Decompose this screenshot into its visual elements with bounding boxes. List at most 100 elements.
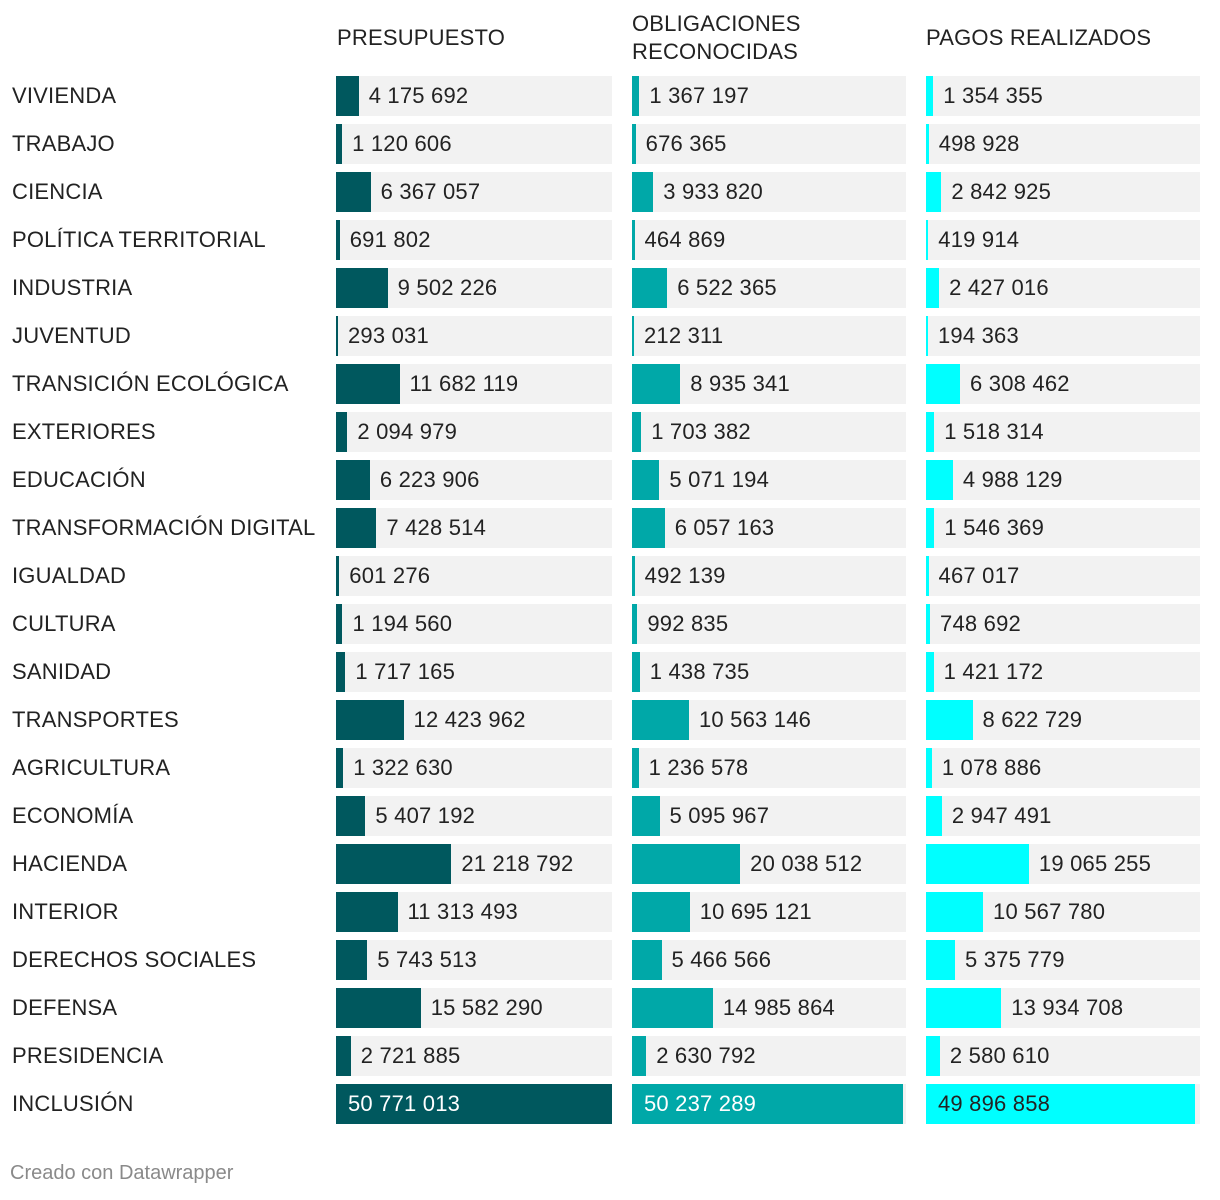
bar: [632, 844, 741, 884]
bar-track: 293 031: [336, 316, 612, 356]
data-label: 2 630 792: [656, 1043, 756, 1068]
bar-track: 21 218 792: [336, 844, 612, 884]
bar: [926, 700, 973, 740]
row-label: DEFENSA: [12, 995, 118, 1020]
bar: [632, 412, 642, 452]
bar-track: 419 914: [926, 220, 1200, 260]
row-label: IGUALDAD: [12, 563, 127, 588]
bar-track: 194 363: [926, 316, 1200, 356]
bar-track: 50 771 013: [336, 1084, 612, 1124]
row-label: EXTERIORES: [12, 419, 156, 444]
data-label: 10 695 121: [699, 899, 812, 924]
bar: [926, 508, 935, 548]
bar: [632, 940, 662, 980]
bar: [632, 220, 635, 260]
data-label: 5 466 566: [671, 947, 772, 972]
data-label: 10 567 780: [993, 899, 1106, 924]
bar-track: 1 194 560: [336, 604, 612, 644]
bar-track: 1 367 197: [632, 76, 906, 116]
bar: [632, 172, 654, 212]
bar: [336, 652, 346, 692]
bar-track: 1 546 369: [926, 508, 1200, 548]
column-header-1: OBLIGACIONES RECONOCIDAS: [632, 11, 801, 64]
data-label: 12 423 962: [413, 707, 526, 732]
data-label: 14 985 864: [722, 995, 835, 1020]
bar: [926, 412, 935, 452]
bar: [336, 316, 338, 356]
bar-track: 2 630 792: [632, 1036, 906, 1076]
data-label: 7 428 514: [386, 515, 487, 540]
bar-track: 13 934 708: [926, 988, 1200, 1028]
bar-track: 1 078 886: [926, 748, 1200, 788]
data-label: 6 057 163: [674, 515, 775, 540]
bar: [632, 124, 636, 164]
data-label: 2 580 610: [949, 1043, 1050, 1068]
bar-track: 1 438 735: [632, 652, 906, 692]
bar: [336, 412, 348, 452]
bar: [336, 76, 359, 116]
bar-track: 992 835: [632, 604, 906, 644]
bar-track: 2 427 016: [926, 268, 1200, 308]
bar-track: 212 311: [632, 316, 906, 356]
bar: [336, 988, 421, 1028]
column-header-0: PRESUPUESTO: [337, 25, 506, 50]
bar: [336, 940, 368, 980]
bar: [632, 892, 690, 932]
bar-track: 492 139: [632, 556, 906, 596]
bar: [926, 220, 929, 260]
bar: [336, 700, 404, 740]
row-label: SANIDAD: [12, 659, 112, 684]
bar-track: 498 928: [926, 124, 1200, 164]
data-label: 6 308 462: [970, 371, 1070, 396]
data-label: 498 928: [938, 131, 1020, 156]
data-label: 13 934 708: [1011, 995, 1124, 1020]
data-label: 212 311: [644, 323, 724, 348]
bar: [632, 700, 689, 740]
data-label: 2 094 979: [357, 419, 458, 444]
data-label: 19 065 255: [1038, 851, 1151, 876]
bar: [926, 1036, 940, 1076]
data-label: 10 563 146: [699, 707, 812, 732]
bar: [632, 460, 660, 500]
data-label: 1 322 630: [353, 755, 453, 780]
bar-track: 11 682 119: [336, 364, 612, 404]
data-label: 6 522 365: [677, 275, 777, 300]
row-label: HACIENDA: [12, 851, 128, 876]
data-label: 21 218 792: [461, 851, 574, 876]
bar-track: 5 375 779: [926, 940, 1200, 980]
data-label: 8 935 341: [690, 371, 790, 396]
bar-track: 2 580 610: [926, 1036, 1200, 1076]
row-label: TRANSFORMACIÓN DIGITAL: [12, 515, 316, 540]
data-label: 11 682 119: [409, 371, 519, 396]
data-label: 2 427 016: [949, 275, 1049, 300]
bar: [632, 1036, 647, 1076]
bar: [336, 460, 370, 500]
bar-track: 19 065 255: [926, 844, 1200, 884]
bar: [336, 172, 371, 212]
data-label: 50 237 289: [644, 1091, 757, 1116]
row-label: VIVIENDA: [12, 83, 117, 108]
row-label: ECONOMÍA: [12, 803, 134, 828]
bar: [336, 124, 343, 164]
data-label: 464 869: [644, 227, 726, 252]
bar-track: 2 842 925: [926, 172, 1200, 212]
bar: [926, 1084, 1196, 1124]
bar-track: 1 421 172: [926, 652, 1200, 692]
data-label: 1 421 172: [943, 659, 1044, 684]
bar-track: 2 721 885: [336, 1036, 612, 1076]
bar: [926, 316, 928, 356]
bar-track: 11 313 493: [336, 892, 612, 932]
data-label: 748 692: [940, 611, 1021, 636]
bar-track: 9 502 226: [336, 268, 612, 308]
bar: [926, 172, 942, 212]
bar-track: 1 322 630: [336, 748, 612, 788]
bar: [336, 220, 340, 260]
bar: [926, 556, 929, 596]
data-label: 194 363: [938, 323, 1019, 348]
bar-track: 12 423 962: [336, 700, 612, 740]
bar: [926, 604, 931, 644]
footer-credit: Creado con Datawrapper: [10, 1162, 234, 1184]
bar: [632, 316, 634, 356]
bar-track: 14 985 864: [632, 988, 906, 1028]
